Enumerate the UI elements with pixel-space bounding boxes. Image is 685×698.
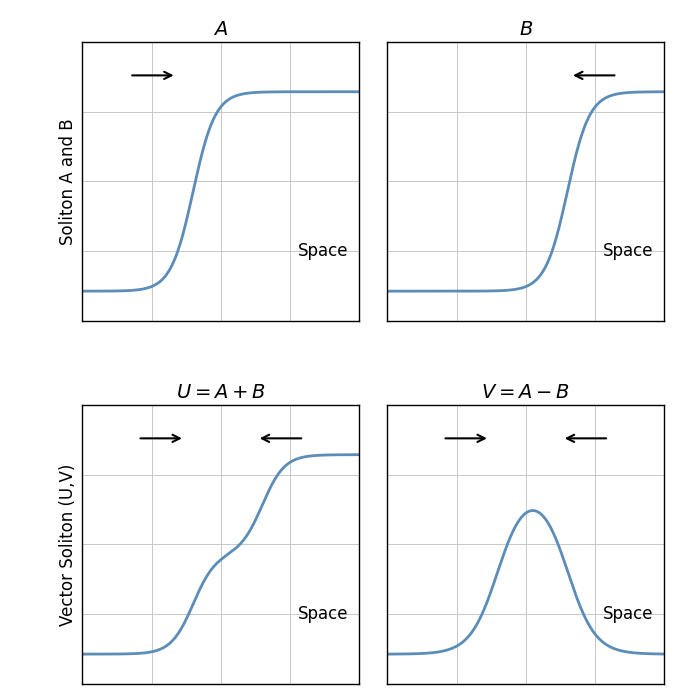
Title: $V = A - B$: $V = A - B$ [482,383,570,402]
Text: Space: Space [298,604,349,623]
Y-axis label: Soliton A and B: Soliton A and B [59,118,77,245]
Text: Space: Space [603,604,653,623]
Text: Space: Space [298,242,349,260]
Title: $U = A + B$: $U = A + B$ [176,383,266,402]
Text: Space: Space [603,242,653,260]
Title: $A$: $A$ [213,20,228,39]
Y-axis label: Vector Soliton (U,V): Vector Soliton (U,V) [59,463,77,625]
Title: $B$: $B$ [519,20,533,39]
